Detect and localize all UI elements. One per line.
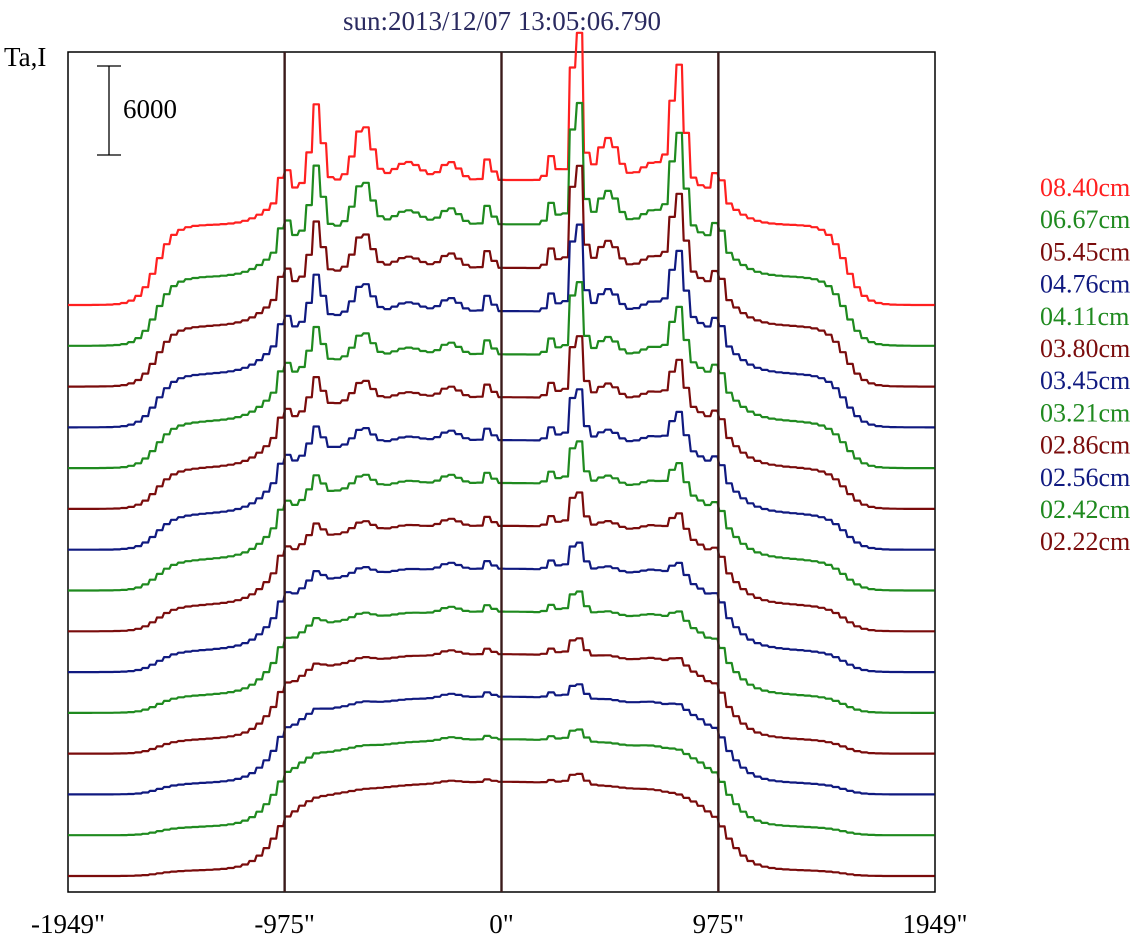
legend-entry: 08.40cm	[1040, 173, 1130, 202]
scale-bar: 6000	[97, 65, 177, 156]
legend-entry: 05.45cm	[1040, 237, 1130, 266]
x-tick-label: -1949"	[31, 909, 105, 939]
x-tick-label: 975"	[693, 909, 745, 939]
legend-entry: 04.76cm	[1040, 270, 1130, 299]
x-tick-label: 1949"	[902, 909, 967, 939]
legend-entry: 03.45cm	[1040, 366, 1130, 395]
legend-entry: 06.67cm	[1040, 205, 1130, 234]
scale-bar-label: 6000	[123, 94, 177, 124]
legend-entry: 02.42cm	[1040, 495, 1130, 524]
legend-entry: 04.11cm	[1040, 302, 1129, 331]
legend-entry: 03.21cm	[1040, 398, 1130, 427]
legend-entry: 02.56cm	[1040, 463, 1130, 492]
legend-entry: 02.22cm	[1040, 527, 1130, 556]
x-tick-label: -975"	[254, 909, 315, 939]
chart-title: sun:2013/12/07 13:05:06.790	[343, 6, 661, 36]
legend: 08.40cm 06.67cm 05.45cm 04.76cm 04.11cm 03.80…	[1040, 173, 1130, 556]
x-tick-label: 0"	[489, 909, 514, 939]
y-axis-label: Ta,I	[4, 42, 46, 72]
legend-entry: 03.80cm	[1040, 334, 1130, 363]
x-tick-labels: -1949" -975" 0" 975" 1949"	[31, 909, 968, 939]
reference-lines	[283, 52, 720, 892]
legend-entry: 02.86cm	[1040, 431, 1130, 460]
